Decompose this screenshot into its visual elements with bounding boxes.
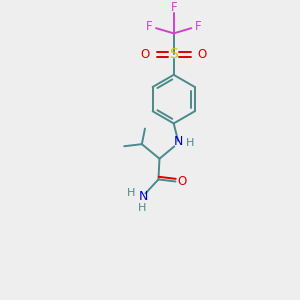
- Text: N: N: [139, 190, 148, 203]
- Text: H: H: [127, 188, 136, 198]
- Text: H: H: [186, 138, 194, 148]
- Text: F: F: [194, 20, 201, 33]
- Text: F: F: [170, 1, 177, 14]
- Text: O: O: [140, 48, 150, 61]
- Text: S: S: [169, 47, 178, 61]
- Text: O: O: [198, 48, 207, 61]
- Text: O: O: [177, 175, 187, 188]
- Text: N: N: [173, 135, 183, 148]
- Text: H: H: [138, 203, 147, 213]
- Text: F: F: [146, 20, 153, 33]
